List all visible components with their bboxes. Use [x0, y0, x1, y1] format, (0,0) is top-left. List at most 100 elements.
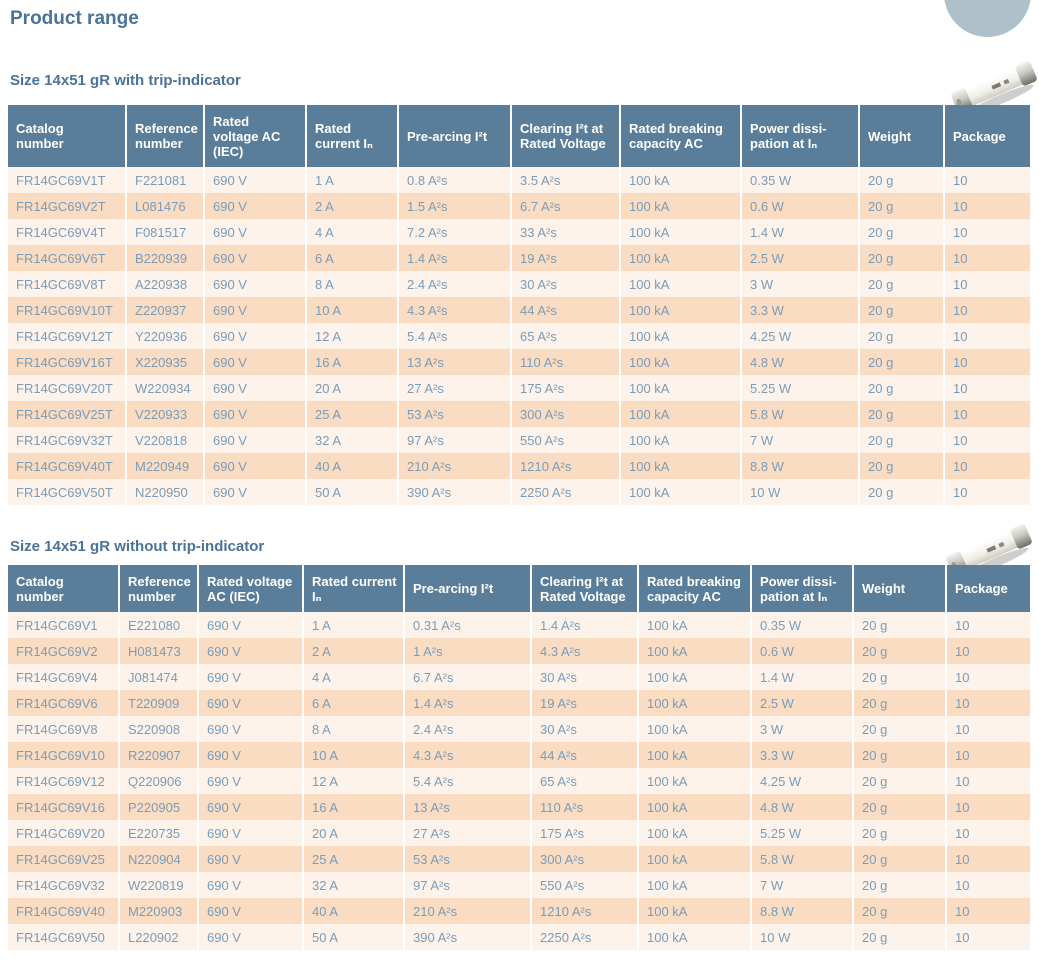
cell: N220904 — [118, 846, 197, 872]
column-header: Catalog number — [8, 565, 118, 612]
cell: 0.6 W — [740, 193, 858, 219]
cell: 100 kA — [619, 167, 740, 193]
cell: 100 kA — [619, 427, 740, 453]
cell: 8.8 W — [740, 453, 858, 479]
cell: 0.35 W — [750, 612, 852, 638]
table-row: FR14GC69V25 N220904 690 V 25 A 53 A²s 300 A²s… — [8, 846, 1030, 872]
cell: 6 A — [305, 245, 397, 271]
cell: 20 g — [852, 898, 945, 924]
cell: 40 A — [305, 453, 397, 479]
column-header: Reference number — [118, 565, 197, 612]
cell: Y220936 — [125, 323, 203, 349]
cell: 2250 A²s — [510, 479, 619, 505]
cell: 690 V — [197, 924, 302, 950]
cell: 690 V — [203, 479, 305, 505]
cell: 10 — [945, 690, 1030, 716]
cell: 20 A — [305, 375, 397, 401]
cell: 10 — [943, 193, 1030, 219]
cell: 690 V — [203, 271, 305, 297]
cell: 16 A — [305, 349, 397, 375]
cell: 100 kA — [619, 323, 740, 349]
cell: 20 g — [852, 716, 945, 742]
cell: 7.2 A²s — [397, 219, 510, 245]
product-table-without-trip-indicator: Catalog number Reference number Rated volt… — [8, 565, 1030, 950]
cell: 20 g — [858, 167, 943, 193]
cell: 10 A — [302, 742, 403, 768]
cell: 100 kA — [619, 219, 740, 245]
cell: 20 g — [858, 193, 943, 219]
cell: 690 V — [203, 245, 305, 271]
cell: 690 V — [197, 768, 302, 794]
table-row: FR14GC69V50 L220902 690 V 50 A 390 A²s 2250 A… — [8, 924, 1030, 950]
cell: 110 A²s — [510, 349, 619, 375]
cell: 13 A²s — [403, 794, 530, 820]
page-corner-circle — [944, 0, 1031, 37]
cell: 2.4 A²s — [397, 271, 510, 297]
cell: 1.4 W — [740, 219, 858, 245]
cell: 690 V — [203, 375, 305, 401]
column-header: Rated breaking capacity AC — [637, 565, 750, 612]
cell: 10 — [945, 794, 1030, 820]
cell: FR14GC69V10T — [8, 297, 125, 323]
cell: 100 kA — [637, 898, 750, 924]
cell: 10 A — [305, 297, 397, 323]
cell: 100 kA — [637, 638, 750, 664]
table-row: FR14GC69V16 P220905 690 V 16 A 13 A²s 110 A²s… — [8, 794, 1030, 820]
cell: 690 V — [203, 193, 305, 219]
cell: 20 g — [852, 612, 945, 638]
cell: 10 — [945, 924, 1030, 950]
cell: 20 g — [852, 846, 945, 872]
cell: 210 A²s — [397, 453, 510, 479]
cell: 13 A²s — [397, 349, 510, 375]
cell: 690 V — [203, 453, 305, 479]
cell: 27 A²s — [403, 820, 530, 846]
cell: FR14GC69V4 — [8, 664, 118, 690]
table-row: FR14GC69V20 E220735 690 V 20 A 27 A²s 175 A²s… — [8, 820, 1030, 846]
cell: 1 A²s — [403, 638, 530, 664]
cell: 65 A²s — [530, 768, 637, 794]
cell: 300 A²s — [510, 401, 619, 427]
cell: 1 A — [302, 612, 403, 638]
column-header: Reference number — [125, 105, 203, 167]
cell: 40 A — [302, 898, 403, 924]
cell: FR14GC69V6T — [8, 245, 125, 271]
cell: FR14GC69V40 — [8, 898, 118, 924]
column-header: Pre-arcing I²t — [403, 565, 530, 612]
cell: 10 — [945, 716, 1030, 742]
cell: 1.4 A²s — [530, 612, 637, 638]
cell: 100 kA — [637, 664, 750, 690]
cell: 1210 A²s — [510, 453, 619, 479]
cell: 3.5 A²s — [510, 167, 619, 193]
cell: 690 V — [203, 323, 305, 349]
cell: 0.8 A²s — [397, 167, 510, 193]
cell: 100 kA — [619, 453, 740, 479]
cell: 10 — [945, 664, 1030, 690]
cell: H081473 — [118, 638, 197, 664]
header-row: Catalog number Reference number Rated volt… — [8, 565, 1030, 612]
cell: J081474 — [118, 664, 197, 690]
cell: 1.4 A²s — [397, 245, 510, 271]
cell: 10 — [945, 820, 1030, 846]
cell: 20 g — [852, 638, 945, 664]
cell: 65 A²s — [510, 323, 619, 349]
product-table-with-trip-indicator: Catalog number Reference number Rated volt… — [8, 105, 1030, 505]
column-header: Package — [945, 565, 1030, 612]
cell: FR14GC69V4T — [8, 219, 125, 245]
cell: 53 A²s — [397, 401, 510, 427]
cell: 6.7 A²s — [510, 193, 619, 219]
cell: 100 kA — [619, 401, 740, 427]
cell: 690 V — [197, 664, 302, 690]
cell: 20 g — [858, 375, 943, 401]
cell: 4.8 W — [740, 349, 858, 375]
cell: 12 A — [302, 768, 403, 794]
cell: 10 — [945, 768, 1030, 794]
cell: 20 g — [858, 453, 943, 479]
cell: B220939 — [125, 245, 203, 271]
table-row: FR14GC69V16T X220935 690 V 16 A 13 A²s 110 A²… — [8, 349, 1030, 375]
cell: 27 A²s — [397, 375, 510, 401]
column-header: Pre-arcing I²t — [397, 105, 510, 167]
